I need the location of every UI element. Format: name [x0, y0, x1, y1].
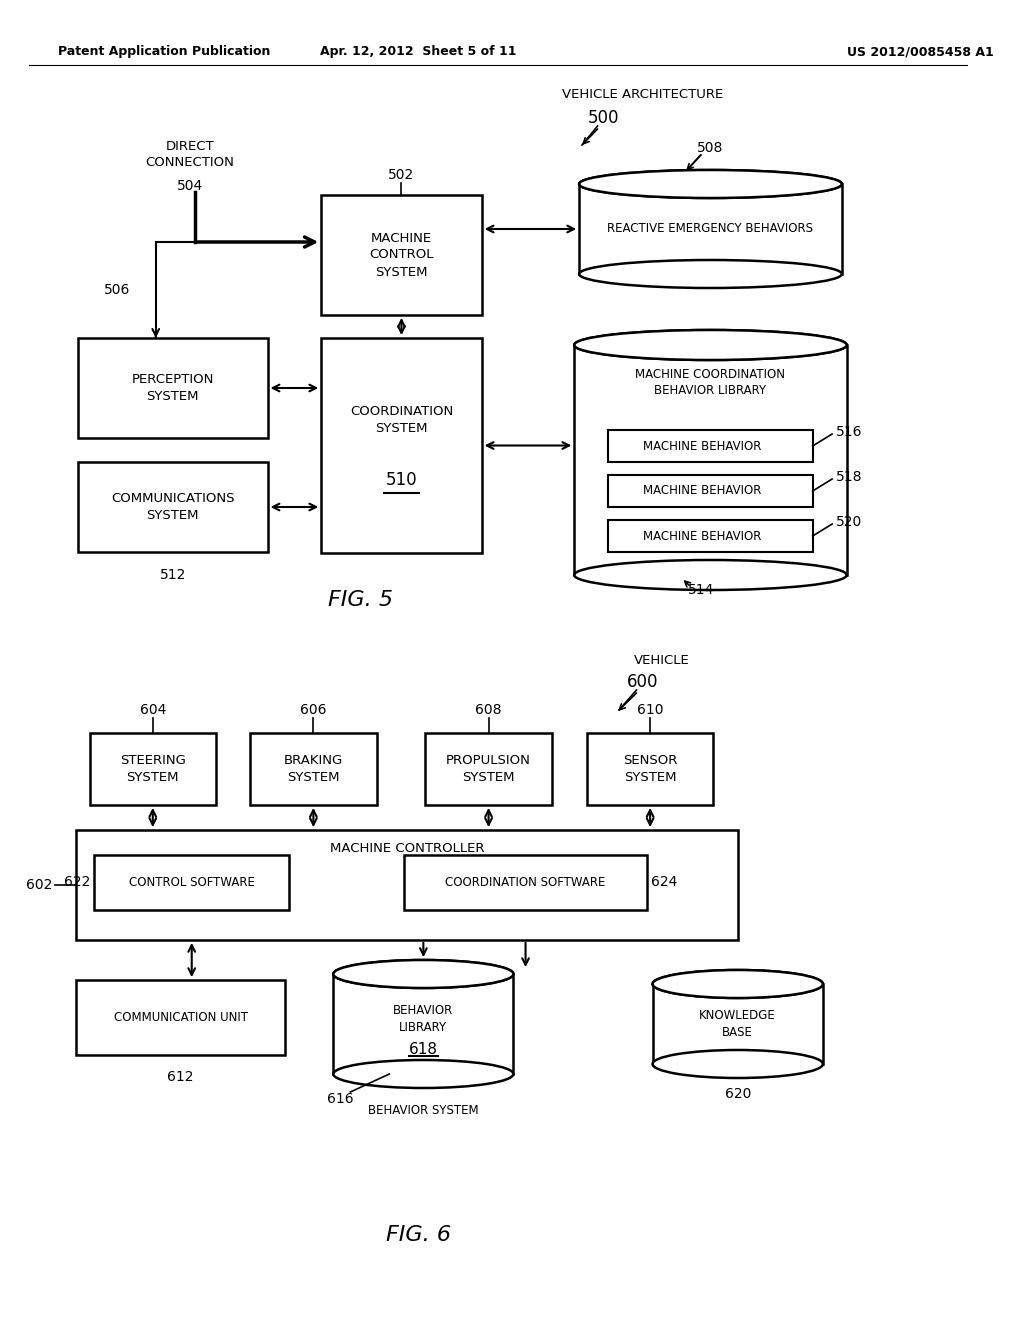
Text: 612: 612 — [167, 1071, 194, 1084]
Text: SENSOR
SYSTEM: SENSOR SYSTEM — [623, 754, 677, 784]
Bar — [78, 462, 267, 552]
Text: 514: 514 — [687, 583, 714, 597]
Text: 606: 606 — [300, 704, 327, 717]
Text: CONTROL SOFTWARE: CONTROL SOFTWARE — [129, 876, 255, 888]
Bar — [76, 830, 737, 940]
Text: 604: 604 — [139, 704, 166, 717]
Text: FIG. 5: FIG. 5 — [328, 590, 392, 610]
Bar — [608, 475, 813, 507]
Text: VEHICLE ARCHITECTURE: VEHICLE ARCHITECTURE — [562, 88, 723, 102]
Text: FIG. 6: FIG. 6 — [386, 1225, 451, 1245]
Ellipse shape — [652, 970, 823, 998]
Bar — [334, 974, 513, 1074]
Text: STEERING
SYSTEM: STEERING SYSTEM — [120, 754, 185, 784]
Text: PERCEPTION
SYSTEM: PERCEPTION SYSTEM — [131, 374, 214, 403]
Ellipse shape — [334, 1060, 513, 1088]
Text: 600: 600 — [627, 673, 658, 690]
Ellipse shape — [574, 330, 847, 360]
Text: 608: 608 — [475, 704, 502, 717]
Text: 520: 520 — [836, 515, 862, 529]
Bar — [250, 733, 377, 805]
Bar — [425, 733, 552, 805]
Text: 500: 500 — [588, 110, 620, 127]
Text: Apr. 12, 2012  Sheet 5 of 11: Apr. 12, 2012 Sheet 5 of 11 — [321, 45, 517, 58]
Ellipse shape — [334, 960, 513, 987]
Text: 610: 610 — [637, 704, 664, 717]
Text: 512: 512 — [160, 568, 186, 582]
Bar — [89, 733, 216, 805]
Ellipse shape — [652, 970, 823, 998]
Text: Patent Application Publication: Patent Application Publication — [58, 45, 270, 58]
Text: MACHINE BEHAVIOR: MACHINE BEHAVIOR — [643, 529, 762, 543]
Ellipse shape — [334, 960, 513, 987]
Bar — [652, 983, 823, 1064]
Text: 616: 616 — [328, 1092, 354, 1106]
Bar — [580, 183, 842, 275]
Bar — [574, 345, 847, 576]
Text: US 2012/0085458 A1: US 2012/0085458 A1 — [847, 45, 993, 58]
Text: 508: 508 — [697, 141, 724, 154]
Text: BEHAVIOR
LIBRARY: BEHAVIOR LIBRARY — [393, 1005, 454, 1034]
Text: PROPULSION
SYSTEM: PROPULSION SYSTEM — [446, 754, 531, 784]
Text: 518: 518 — [836, 470, 862, 484]
Text: 620: 620 — [725, 1086, 751, 1101]
Text: 602: 602 — [27, 878, 52, 892]
Text: COORDINATION SOFTWARE: COORDINATION SOFTWARE — [445, 876, 606, 888]
Text: BEHAVIOR SYSTEM: BEHAVIOR SYSTEM — [368, 1104, 478, 1117]
Text: REACTIVE EMERGENCY BEHAVIORS: REACTIVE EMERGENCY BEHAVIORS — [607, 223, 813, 235]
Bar — [322, 338, 481, 553]
Text: 510: 510 — [386, 471, 417, 488]
Bar — [94, 855, 289, 909]
Bar — [78, 338, 267, 438]
Text: COORDINATION
SYSTEM: COORDINATION SYSTEM — [350, 405, 453, 434]
Text: 506: 506 — [103, 282, 130, 297]
Text: COMMUNICATIONS
SYSTEM: COMMUNICATIONS SYSTEM — [111, 492, 234, 521]
Text: MACHINE BEHAVIOR: MACHINE BEHAVIOR — [643, 440, 762, 453]
Text: VEHICLE: VEHICLE — [634, 653, 690, 667]
Bar — [608, 520, 813, 552]
Text: 516: 516 — [836, 425, 862, 440]
Text: 622: 622 — [65, 875, 90, 890]
Text: MACHINE CONTROLLER: MACHINE CONTROLLER — [330, 842, 484, 854]
Text: DIRECT
CONNECTION: DIRECT CONNECTION — [145, 140, 234, 169]
Text: BRAKING
SYSTEM: BRAKING SYSTEM — [284, 754, 343, 784]
Ellipse shape — [574, 330, 847, 360]
Text: 504: 504 — [177, 180, 203, 193]
Ellipse shape — [580, 170, 842, 198]
Bar — [322, 195, 481, 315]
Ellipse shape — [580, 260, 842, 288]
Ellipse shape — [574, 560, 847, 590]
Text: 618: 618 — [409, 1041, 438, 1056]
Ellipse shape — [652, 1049, 823, 1078]
Text: KNOWLEDGE
BASE: KNOWLEDGE BASE — [699, 1008, 776, 1039]
Bar — [608, 430, 813, 462]
Ellipse shape — [580, 170, 842, 198]
Bar — [403, 855, 647, 909]
Bar — [76, 979, 285, 1055]
Bar — [587, 733, 714, 805]
Text: COMMUNICATION UNIT: COMMUNICATION UNIT — [114, 1011, 248, 1024]
Text: 502: 502 — [388, 168, 415, 182]
Text: MACHINE COORDINATION
BEHAVIOR LIBRARY: MACHINE COORDINATION BEHAVIOR LIBRARY — [636, 368, 785, 397]
Text: MACHINE BEHAVIOR: MACHINE BEHAVIOR — [643, 484, 762, 498]
Text: MACHINE
CONTROL
SYSTEM: MACHINE CONTROL SYSTEM — [370, 231, 434, 279]
Text: 624: 624 — [651, 875, 678, 890]
